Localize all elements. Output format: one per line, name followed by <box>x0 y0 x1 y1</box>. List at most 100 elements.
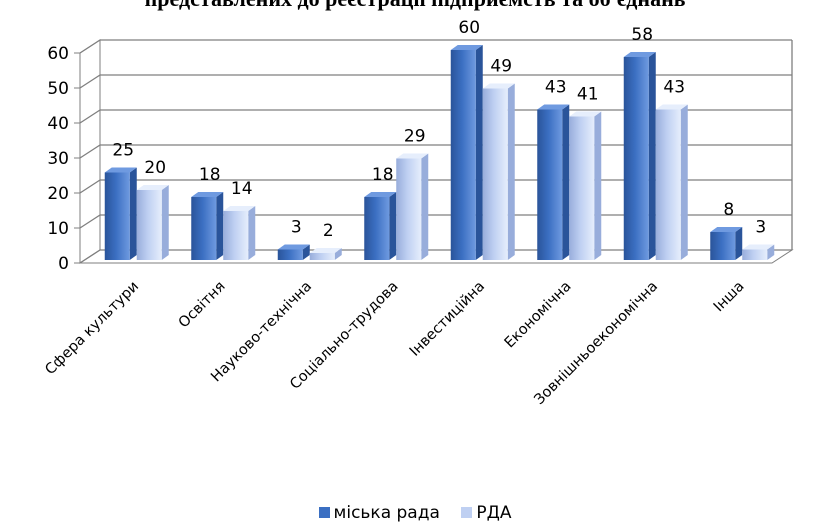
bar-chart: 0 10 20 30 40 50 60 25 20 18 14 3 2 18 29 60 49 43 41 58 43… <box>42 18 794 409</box>
y-tick-label: 60 <box>47 44 69 64</box>
data-label-2-2: 14 <box>231 179 253 199</box>
data-label-1-7: 58 <box>631 25 653 45</box>
data-label-1-5: 60 <box>458 18 480 38</box>
bar-top <box>537 104 570 110</box>
bar-front <box>277 249 303 260</box>
bar-2-5 <box>482 83 515 260</box>
bar-front <box>450 50 476 260</box>
category-label-5: Інвестиційна <box>407 279 488 360</box>
y-tick-label: 10 <box>47 219 69 239</box>
y-axis-ticks: 0 10 20 30 40 50 60 <box>47 44 69 274</box>
bar-top <box>710 227 743 232</box>
data-label-1-8: 8 <box>723 200 734 220</box>
category-label-6: Економічна <box>502 279 575 352</box>
data-label-2-4: 29 <box>404 127 426 147</box>
data-label-2-6: 41 <box>577 85 599 105</box>
bar-top <box>450 45 483 50</box>
bar-side <box>248 206 256 260</box>
legend-swatch-series-1 <box>318 507 330 518</box>
category-label-8: Інша <box>711 279 748 316</box>
bar-1-7 <box>623 52 656 260</box>
bar-top <box>191 192 224 197</box>
bar-top <box>569 111 602 117</box>
bar-side <box>216 192 224 260</box>
bar-top <box>223 206 256 211</box>
legend-label-series-2: РДА <box>476 503 512 523</box>
bar-1-2 <box>191 192 224 260</box>
y-tick-label: 40 <box>47 114 69 134</box>
bar-front <box>742 249 768 260</box>
y-tick-label: 20 <box>47 184 69 204</box>
bar-2-7 <box>655 104 688 260</box>
data-label-2-3: 2 <box>323 221 334 241</box>
bar-front <box>364 197 390 260</box>
bar-side <box>507 83 515 260</box>
data-label-1-6: 43 <box>545 78 567 98</box>
bar-front <box>223 211 249 260</box>
bar-top <box>623 52 656 57</box>
bar-side <box>161 185 169 260</box>
category-label-1: Сфера культури <box>42 279 142 379</box>
data-label-1-2: 18 <box>199 165 221 185</box>
legend-item-series-1: міська рада <box>318 503 440 523</box>
bar-side <box>334 248 342 260</box>
bar-front <box>136 190 162 260</box>
bar-side <box>594 111 602 260</box>
bar-front <box>623 57 649 260</box>
data-label-1-3: 3 <box>291 218 302 238</box>
bar-side <box>389 192 397 260</box>
bar-side <box>767 244 775 260</box>
bar-side <box>302 244 310 260</box>
bar-top <box>742 244 775 250</box>
bar-front <box>710 232 736 260</box>
bar-top <box>364 192 397 197</box>
y-tick-label: 50 <box>47 79 69 99</box>
bar-1-3 <box>277 244 310 260</box>
data-labels: 25 20 18 14 3 2 18 29 60 49 43 41 58 43 8 3 <box>112 18 766 241</box>
bar-front <box>655 109 681 260</box>
x-axis-categories: Сфера культури ОсвітняНауково-технічнаСоц… <box>42 279 747 409</box>
gridline <box>79 74 792 89</box>
bar-side <box>735 227 743 260</box>
data-label-2-8: 3 <box>755 218 766 238</box>
bar-side <box>680 104 688 260</box>
legend-swatch-series-2 <box>461 507 473 518</box>
bar-front <box>104 172 130 260</box>
bar-front <box>309 253 335 260</box>
bar-2-6 <box>569 111 602 260</box>
legend-label-series-1: міська рада <box>333 503 440 523</box>
legend-item-series-2: РДА <box>461 503 511 523</box>
bar-2-4 <box>396 153 429 260</box>
bars <box>104 45 775 260</box>
bar-1-8 <box>710 227 743 260</box>
bar-top <box>104 167 137 173</box>
bar-top <box>655 104 688 110</box>
bar-front <box>537 109 563 260</box>
bar-2-8 <box>742 244 775 260</box>
bar-1-5 <box>450 45 483 260</box>
bar-side <box>421 153 429 260</box>
data-label-2-1: 20 <box>144 158 166 178</box>
data-label-2-7: 43 <box>663 78 685 98</box>
bar-top <box>309 248 342 253</box>
chart-title: представлених до реєстрації підприємств … <box>0 0 830 12</box>
y-tick-label: 0 <box>58 254 69 274</box>
bar-front <box>191 197 217 260</box>
bar-2-1 <box>136 185 169 260</box>
bar-side <box>475 45 483 260</box>
bar-2-3 <box>309 248 342 260</box>
category-label-2: Освітня <box>176 279 229 332</box>
bar-1-4 <box>364 192 397 260</box>
bar-top <box>277 244 310 250</box>
bar-side <box>129 167 137 260</box>
data-label-1-4: 18 <box>372 165 394 185</box>
bar-top <box>136 185 169 190</box>
bar-1-1 <box>104 167 137 260</box>
bar-front <box>482 88 508 260</box>
y-tick-label: 30 <box>47 149 69 169</box>
bar-1-6 <box>537 104 570 260</box>
data-label-2-5: 49 <box>490 57 512 77</box>
bar-2-2 <box>223 206 256 260</box>
legend: міська рада РДА <box>0 503 830 523</box>
bar-side <box>562 104 570 260</box>
